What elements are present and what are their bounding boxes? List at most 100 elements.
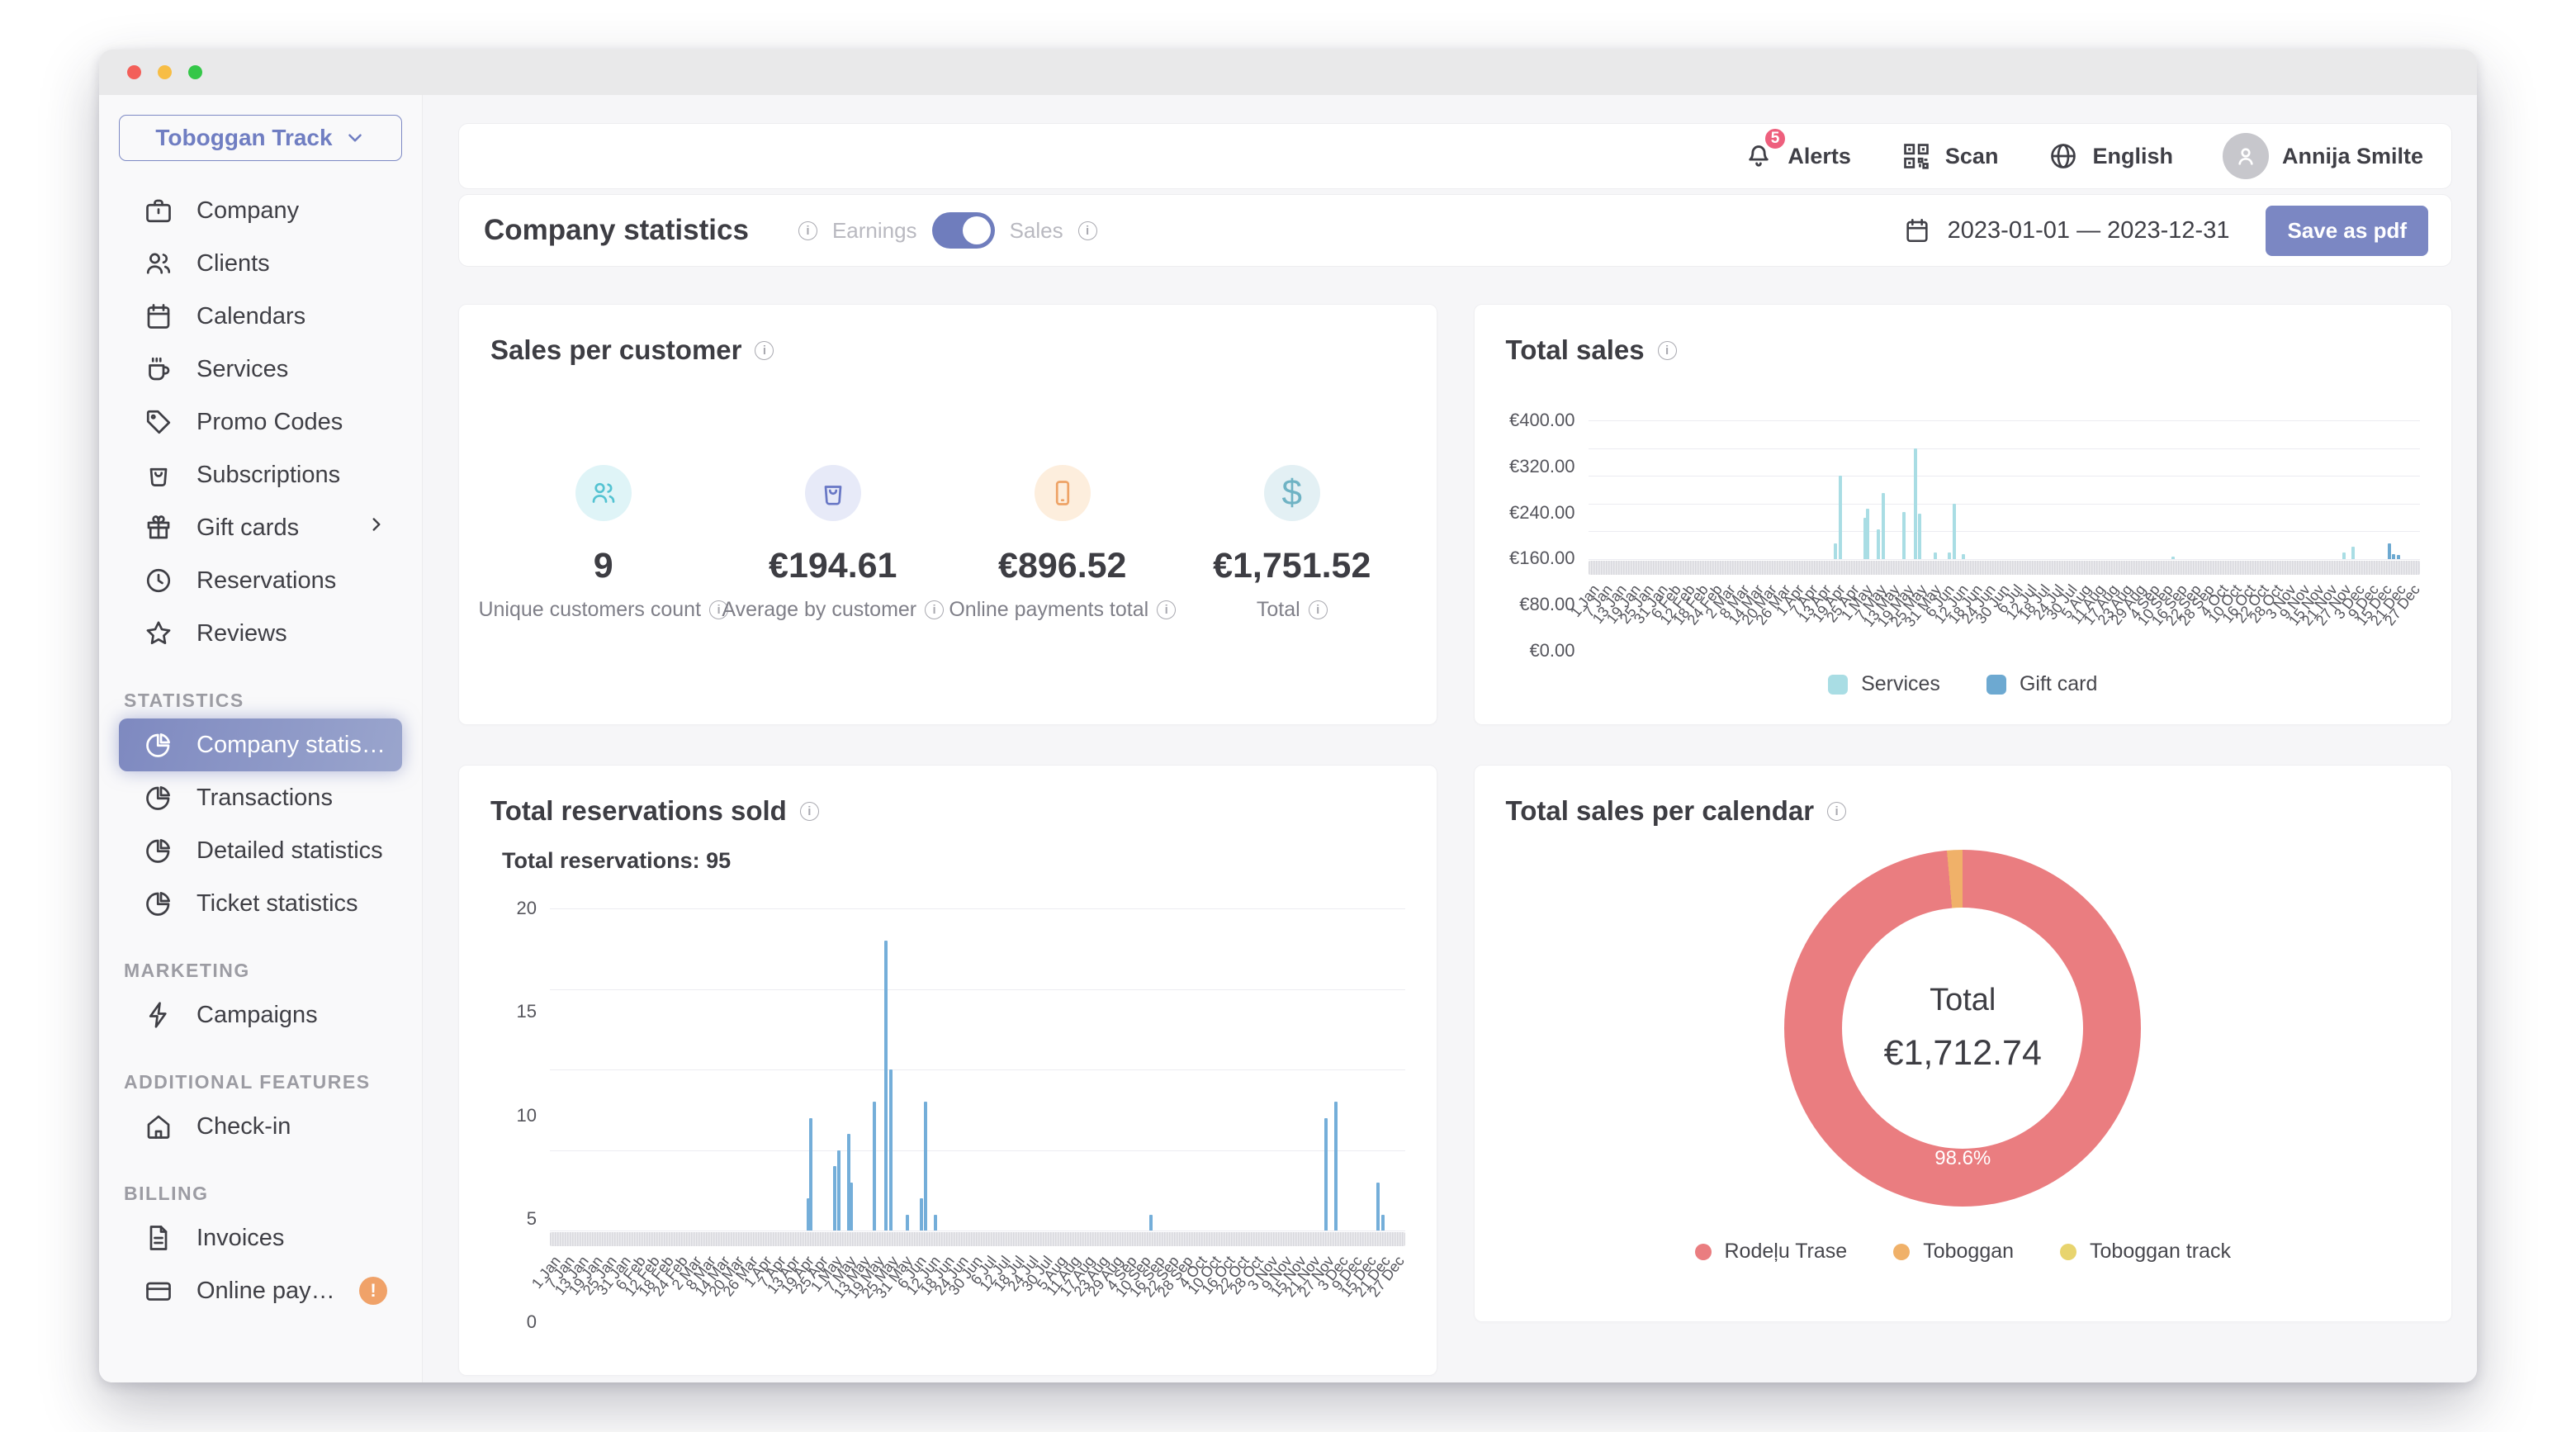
- sidebar-item-detailed-statistics[interactable]: Detailed statistics: [119, 824, 402, 877]
- donut-total-label: Total: [1930, 983, 1996, 1017]
- y-tick-label: €240.00: [1508, 501, 1575, 523]
- bar-reservations: [1324, 1117, 1328, 1230]
- save-as-pdf-button[interactable]: Save as pdf: [2266, 205, 2428, 256]
- info-icon[interactable]: [1157, 600, 1177, 619]
- star-icon: [146, 621, 171, 645]
- window-close-button[interactable]: [127, 65, 141, 79]
- alerts-button[interactable]: 5 Alerts: [1743, 126, 1851, 175]
- document-icon: [149, 1226, 168, 1250]
- sidebar-item-reviews[interactable]: Reviews: [119, 607, 402, 660]
- info-icon[interactable]: [755, 340, 774, 360]
- card-title-row: Sales per customer: [490, 334, 1405, 366]
- stat-value: €194.61: [769, 546, 897, 586]
- users-icon: [146, 253, 171, 274]
- y-tick-label: €400.00: [1508, 410, 1575, 430]
- sidebar-item-check-in[interactable]: Check-in: [119, 1100, 402, 1153]
- y-tick-label: €320.00: [1508, 455, 1575, 477]
- content-grid: Sales per customer 9 Unique customers co…: [423, 267, 2477, 1376]
- sidebar-item-gift-cards[interactable]: Gift cards: [119, 501, 402, 554]
- legend-item-toboggan-track[interactable]: Toboggan track: [2060, 1240, 2231, 1264]
- y-tick-label: €0.00: [1529, 640, 1575, 661]
- info-icon[interactable]: [798, 220, 817, 240]
- bar-reservations: [884, 941, 888, 1230]
- alerts-count-badge: 5: [1762, 126, 1788, 151]
- scan-button[interactable]: Scan: [1901, 140, 1999, 172]
- stat-label: Online payments total: [949, 598, 1177, 622]
- stat-value: 9: [593, 546, 613, 586]
- gridline: [1588, 420, 2420, 421]
- window-zoom-button[interactable]: [188, 65, 202, 79]
- sidebar-item-invoices[interactable]: Invoices: [119, 1212, 402, 1264]
- donut-total-value: €1,712.74: [1883, 1033, 2042, 1073]
- y-axis: €400.00 €320.00 €240.00 €160.00 €80.00 €0.00: [1506, 410, 1589, 661]
- legend-item-services[interactable]: Services: [1828, 672, 1940, 696]
- sidebar-item-company-statistics[interactable]: Company statistics: [119, 718, 402, 771]
- legend-item-rodelu-trase[interactable]: Rodeļu Trase: [1694, 1240, 1847, 1264]
- legend-item-gift-card[interactable]: Gift card: [1986, 672, 2097, 696]
- legend-label: Toboggan: [1923, 1240, 2015, 1263]
- sidebar-item-online-payments[interactable]: Online paymen… !: [119, 1264, 402, 1317]
- legend-swatch: [1828, 674, 1849, 695]
- y-tick-label: 5: [526, 1207, 537, 1229]
- bar-reservations: [832, 1166, 836, 1230]
- bar-services: [2342, 552, 2346, 559]
- info-icon[interactable]: [1308, 600, 1328, 619]
- sidebar-item-clients[interactable]: Clients: [119, 237, 402, 290]
- info-icon[interactable]: [1827, 801, 1847, 821]
- legend-item-toboggan[interactable]: Toboggan: [1893, 1240, 2014, 1264]
- alerts-label: Alerts: [1788, 143, 1851, 168]
- window-minimize-button[interactable]: [158, 65, 172, 79]
- page-title: Company statistics: [484, 214, 749, 246]
- stat-value: €896.52: [998, 546, 1127, 586]
- sidebar-item-label: Clients: [197, 249, 270, 277]
- legend-swatch: [1986, 674, 2006, 695]
- bar-services: [1948, 552, 1951, 559]
- sidebar-item-ticket-statistics[interactable]: Ticket statistics: [119, 877, 402, 930]
- user-menu[interactable]: Annija Smilte: [2222, 133, 2423, 179]
- language-button[interactable]: English: [2048, 140, 2173, 172]
- bar-services: [1913, 448, 1917, 559]
- bar-reservations: [924, 1102, 928, 1230]
- sidebar-item-label: Invoices: [197, 1224, 285, 1251]
- info-icon[interactable]: [709, 600, 729, 619]
- sidebar-item-label: Online paymen…: [197, 1277, 349, 1304]
- sidebar-item-services[interactable]: Services: [119, 343, 402, 396]
- company-selector[interactable]: Toboggan Track: [119, 115, 402, 161]
- bar-reservations: [837, 1150, 841, 1230]
- sidebar-item-calendars[interactable]: Calendars: [119, 290, 402, 343]
- sidebar-item-promo-codes[interactable]: Promo Codes: [119, 396, 402, 448]
- sidebar-item-reservations[interactable]: Reservations: [119, 554, 402, 607]
- donut-center: Total €1,712.74: [1842, 908, 2084, 1149]
- sidebar-item-company[interactable]: Company: [119, 184, 402, 237]
- stat-value: €1,751.52: [1213, 546, 1371, 586]
- info-icon[interactable]: [799, 801, 819, 821]
- bar-reservations: [1333, 1102, 1338, 1230]
- sidebar-section-billing: BILLING: [124, 1183, 209, 1204]
- sidebar-item-subscriptions[interactable]: Subscriptions: [119, 448, 402, 501]
- earnings-sales-switch[interactable]: [931, 212, 995, 249]
- bar-reservations: [919, 1198, 923, 1230]
- sidebar-section-statistics: STATISTICS: [124, 690, 244, 711]
- app-window: Toboggan Track Company Clients Calendars: [99, 50, 2477, 1382]
- sidebar-item-label: Company statistics: [197, 731, 387, 758]
- window-titlebar: [99, 50, 2477, 95]
- sidebar-item-label: Ticket statistics: [197, 889, 358, 917]
- y-axis: 20 15 10 5 0: [490, 898, 550, 1332]
- scan-label: Scan: [1944, 143, 1999, 168]
- stat-label: Average by customer: [722, 598, 945, 622]
- sidebar-item-campaigns[interactable]: Campaigns: [119, 989, 402, 1041]
- credit-card-icon: [146, 1282, 171, 1301]
- sidebar-item-label: Gift cards: [197, 514, 300, 541]
- stat-average-by-customer: €194.61 Average by customer: [722, 465, 945, 622]
- date-range-picker[interactable]: 2023-01-01 — 2023-12-31: [1903, 216, 2229, 244]
- total-sales-per-calendar-card: Total sales per calendar Total €1,712.74…: [1473, 765, 2452, 1322]
- info-icon[interactable]: [925, 600, 945, 619]
- total-sales-chart: €400.00 €320.00 €240.00 €160.00 €80.00 €0.00 …: [1506, 410, 2422, 661]
- legend-dot: [1694, 1243, 1712, 1260]
- info-icon[interactable]: [1077, 220, 1097, 240]
- info-icon[interactable]: [1657, 340, 1677, 360]
- y-tick-label: 10: [516, 1104, 537, 1126]
- pie-chart-icon: [146, 839, 170, 863]
- shopping-bag-icon: [149, 467, 168, 486]
- sidebar-item-transactions[interactable]: Transactions: [119, 771, 402, 824]
